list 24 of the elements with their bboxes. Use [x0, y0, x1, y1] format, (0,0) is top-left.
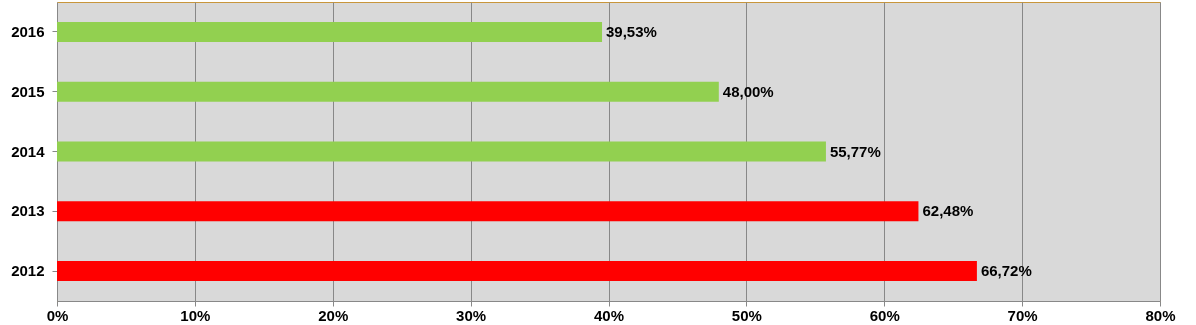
x-tick-label: 0% [46, 306, 69, 324]
y-tick-label: 2014 [11, 142, 46, 160]
y-tick-label: 2016 [11, 22, 45, 40]
x-tick-label: 10% [180, 306, 211, 324]
x-tick-label: 80% [1145, 306, 1176, 324]
x-tick-label: 60% [869, 306, 900, 324]
x-tick-label: 50% [731, 306, 762, 324]
y-tick-label: 2015 [11, 82, 45, 100]
x-tick-label: 30% [456, 306, 487, 324]
data-label: 62,48% [922, 202, 974, 220]
data-label: 55,77% [829, 142, 881, 160]
y-tick-label: 2012 [11, 262, 45, 280]
bar [57, 81, 719, 102]
bar [57, 21, 603, 42]
y-tick-label: 2013 [11, 202, 45, 220]
bar [57, 141, 826, 162]
x-tick-label: 70% [1007, 306, 1038, 324]
data-label: 66,72% [980, 262, 1032, 280]
x-tick-label: 40% [593, 306, 625, 324]
bar [57, 201, 919, 222]
bar [57, 261, 977, 282]
data-label: 48,00% [722, 82, 774, 100]
x-tick-label: 20% [318, 306, 349, 324]
data-label: 39,53% [606, 22, 657, 40]
